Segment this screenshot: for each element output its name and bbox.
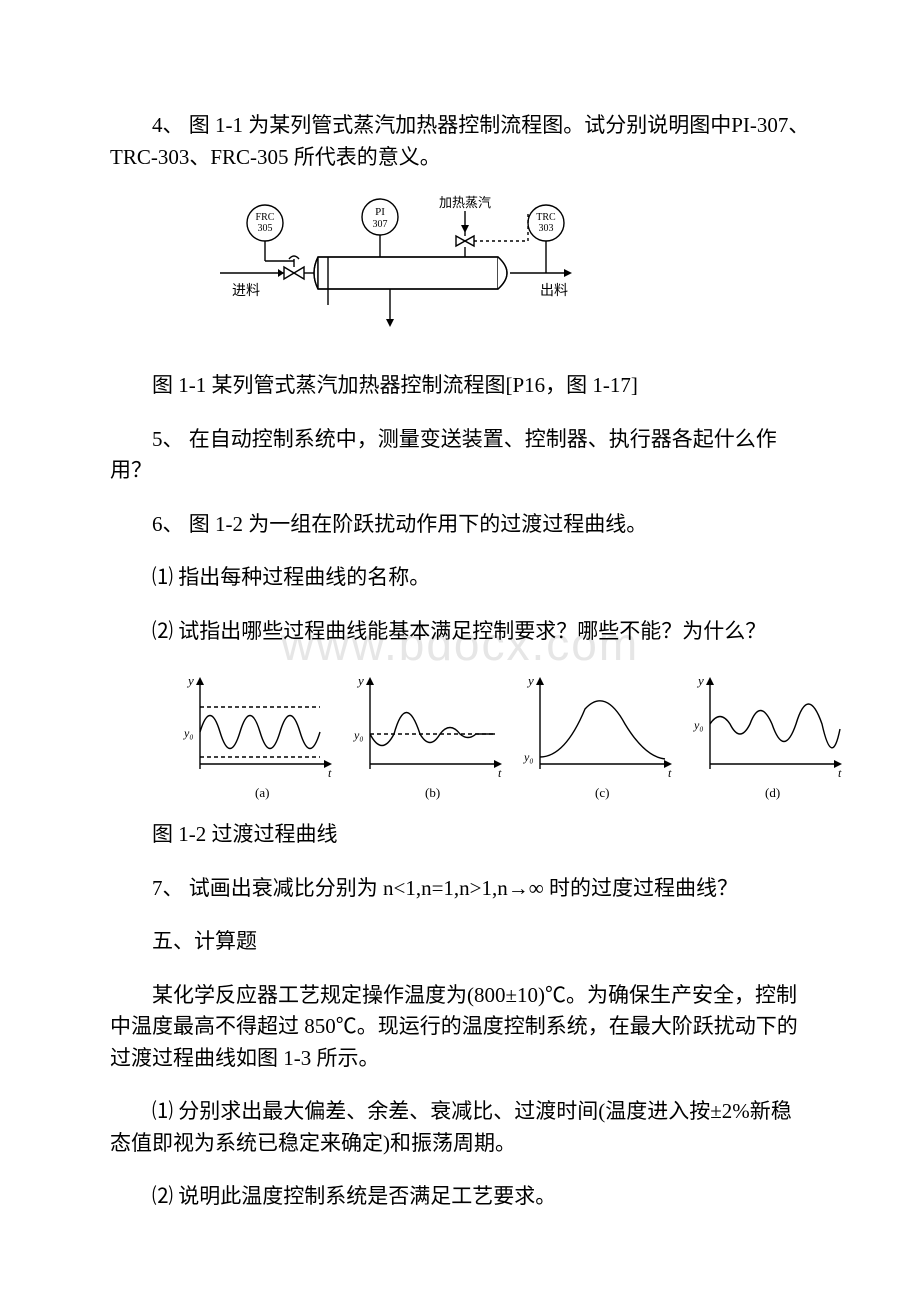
svg-text:305: 305 bbox=[258, 223, 273, 234]
svg-text:进料: 进料 bbox=[232, 283, 260, 299]
svg-text:t: t bbox=[668, 766, 672, 780]
svg-text:303: 303 bbox=[539, 223, 554, 234]
svg-text:FRC: FRC bbox=[256, 212, 275, 223]
question-6: 6、 图 1-2 为一组在阶跃扰动作用下的过渡过程曲线。 bbox=[110, 509, 810, 541]
question-7: 7、 试画出衰减比分别为 n<1,n=1,n>1,n→∞ 时的过度过程曲线？ bbox=[110, 873, 810, 905]
svg-text:t: t bbox=[328, 766, 332, 780]
svg-text:出料: 出料 bbox=[540, 283, 568, 299]
transition-curves-svg: y y₀ t (a) y y₀ bbox=[170, 669, 850, 809]
question-6-sub1: ⑴ 指出每种过程曲线的名称。 bbox=[110, 562, 810, 594]
svg-text:y₀: y₀ bbox=[353, 728, 364, 742]
svg-text:t: t bbox=[498, 766, 502, 780]
section-5-body: 某化学反应器工艺规定操作温度为(800±10)℃。为确保生产安全，控制中温度最高… bbox=[110, 980, 810, 1075]
svg-text:y: y bbox=[356, 673, 364, 688]
svg-text:TRC: TRC bbox=[536, 212, 556, 223]
svg-text:y₀: y₀ bbox=[693, 718, 704, 732]
svg-text:y: y bbox=[186, 673, 194, 688]
figure-1-1: FRC 305 进料 bbox=[210, 195, 810, 350]
svg-text:PI: PI bbox=[375, 206, 385, 218]
section-5-sub2: ⑵ 说明此温度控制系统是否满足工艺要求。 bbox=[110, 1181, 810, 1213]
svg-text:307: 307 bbox=[373, 219, 388, 230]
svg-text:y₀: y₀ bbox=[523, 750, 534, 764]
svg-text:y: y bbox=[526, 673, 534, 688]
question-4: 4、 图 1-1 为某列管式蒸汽加热器控制流程图。试分别说明图中PI-307、T… bbox=[110, 110, 810, 173]
svg-text:(d): (d) bbox=[765, 785, 780, 800]
figure-1-2: y y₀ t (a) y y₀ bbox=[170, 669, 810, 809]
question-5: 5、 在自动控制系统中，测量变送装置、控制器、执行器各起什么作用？ bbox=[110, 424, 810, 487]
figure-1-2-caption: 图 1-2 过渡过程曲线 bbox=[110, 819, 810, 851]
heater-diagram-svg: FRC 305 进料 bbox=[210, 195, 590, 350]
section-5-sub1: ⑴ 分别求出最大偏差、余差、衰减比、过渡时间(温度进入按±2%新稳态值即视为系统… bbox=[110, 1096, 810, 1159]
svg-text:y: y bbox=[696, 673, 704, 688]
svg-text:加热蒸汽: 加热蒸汽 bbox=[439, 195, 491, 210]
section-5-heading: 五、计算题 bbox=[110, 926, 810, 958]
svg-text:y₀: y₀ bbox=[183, 726, 194, 740]
question-6-sub2: ⑵ 试指出哪些过程曲线能基本满足控制要求？哪些不能？为什么？ bbox=[110, 616, 810, 648]
svg-text:(a): (a) bbox=[255, 785, 269, 800]
figure-1-1-caption: 图 1-1 某列管式蒸汽加热器控制流程图[P16，图 1-17] bbox=[110, 370, 810, 402]
svg-text:t: t bbox=[838, 766, 842, 780]
svg-text:(b): (b) bbox=[425, 785, 440, 800]
svg-text:(c): (c) bbox=[595, 785, 609, 800]
